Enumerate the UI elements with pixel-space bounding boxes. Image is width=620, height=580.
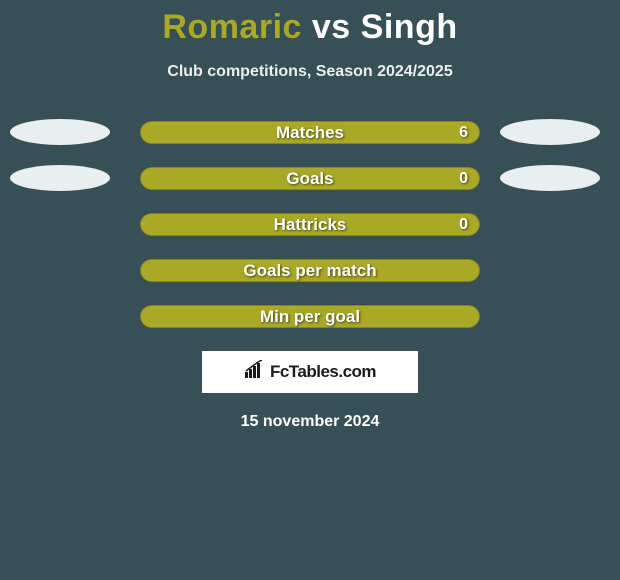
- page-title: Romaric vs Singh: [0, 8, 620, 47]
- stats-area: Matches 6 Goals 0 Hattricks 0 Goals per match M…: [0, 109, 620, 339]
- vs-word: vs: [312, 8, 351, 46]
- bar-value: 0: [459, 216, 468, 234]
- brand-inner: FcTables.com: [244, 360, 376, 385]
- stat-row: Goals 0: [0, 155, 620, 201]
- bar-label: Hattricks: [274, 215, 347, 235]
- bar-label: Goals per match: [243, 261, 376, 281]
- player2-name: Singh: [361, 8, 458, 46]
- bar-track: Hattricks 0: [140, 212, 480, 236]
- date-line: 15 november 2024: [0, 413, 620, 431]
- stat-row: Min per goal: [0, 293, 620, 339]
- stat-row: Matches 6: [0, 109, 620, 155]
- bar-label: Min per goal: [260, 307, 360, 327]
- bar-track: Min per goal: [140, 304, 480, 328]
- left-ellipse: [10, 165, 110, 191]
- right-ellipse: [500, 119, 600, 145]
- player1-name: Romaric: [162, 8, 302, 46]
- stat-row: Goals per match: [0, 247, 620, 293]
- brand-chart-icon: [244, 360, 266, 385]
- stat-row: Hattricks 0: [0, 201, 620, 247]
- bar-track: Goals 0: [140, 166, 480, 190]
- right-ellipse: [500, 165, 600, 191]
- bar-value: 0: [459, 170, 468, 188]
- bar-track: Matches 6: [140, 120, 480, 144]
- subtitle: Club competitions, Season 2024/2025: [0, 63, 620, 81]
- brand-box: FcTables.com: [202, 351, 418, 393]
- bar-track: Goals per match: [140, 258, 480, 282]
- bar-value: 6: [459, 124, 468, 142]
- left-ellipse: [10, 119, 110, 145]
- comparison-card: Romaric vs Singh Club competitions, Seas…: [0, 0, 620, 431]
- bar-label: Matches: [276, 123, 344, 143]
- bar-label: Goals: [286, 169, 333, 189]
- brand-text: FcTables.com: [270, 362, 376, 382]
